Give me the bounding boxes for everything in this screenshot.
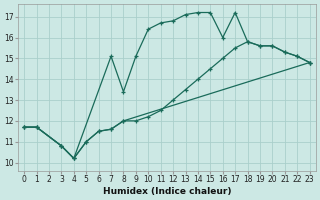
X-axis label: Humidex (Indice chaleur): Humidex (Indice chaleur) — [103, 187, 231, 196]
